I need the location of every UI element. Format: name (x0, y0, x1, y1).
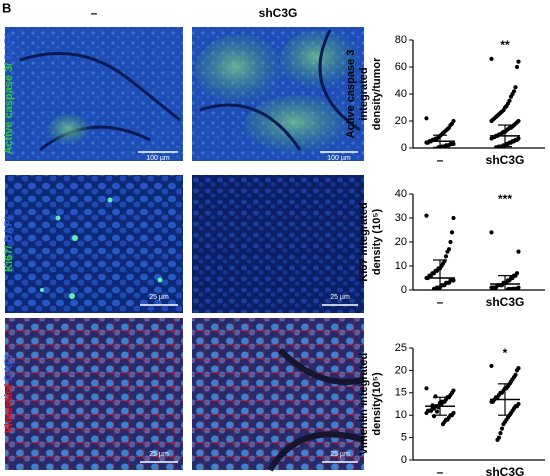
data-point (424, 386, 429, 391)
data-point (443, 254, 449, 259)
data-point (516, 249, 521, 254)
row-label: Active caspase 3/ DAPI (3, 33, 15, 154)
data-point (513, 85, 518, 90)
y-tick-label: 20 (395, 364, 407, 376)
data-point (489, 56, 494, 62)
significance: ** (500, 38, 510, 52)
data-point (489, 230, 494, 235)
data-point (489, 363, 494, 369)
micrographs (5, 27, 365, 472)
x-tick-label: – (437, 295, 444, 309)
column-header: – (91, 6, 98, 20)
y-tick-label: 20 (395, 236, 407, 248)
data-point (451, 215, 456, 221)
y-tick-label: 60 (395, 61, 407, 73)
scale-bar-label: 100 µm (327, 155, 351, 162)
data-point (505, 287, 511, 290)
y-axis-label: Vimentin integrated (358, 353, 370, 455)
data-point (489, 399, 494, 404)
data-point (434, 409, 440, 414)
data-point (440, 422, 446, 427)
data-point (449, 230, 455, 235)
scale-bar-label: 25 µm (149, 294, 169, 301)
data-point (489, 118, 494, 124)
panel-label: B (2, 0, 11, 15)
data-point (495, 437, 500, 442)
counterstain-name: DAPI (3, 216, 15, 245)
y-axis-label: Active caspase 3 (345, 50, 357, 139)
data-point (514, 64, 520, 70)
data-point (489, 136, 494, 141)
y-tick-label: 10 (395, 260, 407, 272)
data-point (493, 145, 499, 148)
y-axis-label: density(10⁵) (371, 372, 383, 436)
micrograph (5, 175, 183, 313)
micrograph (192, 318, 364, 470)
data-point (431, 286, 437, 290)
stain-name: Active caspase 3/ (3, 63, 15, 155)
scale-bar-label: 25 µm (330, 294, 350, 301)
y-tick-label: 0 (401, 142, 407, 154)
data-point (501, 422, 506, 427)
data-point (424, 116, 429, 121)
chart: 0 10 20 30 40 Ki67 integrated density (10⁵) – sh… (358, 188, 545, 309)
y-tick-label: 10 (395, 409, 407, 421)
points (424, 213, 521, 290)
y-tick-label: 40 (395, 188, 407, 200)
column-header: shC3G (259, 6, 298, 20)
x-tick-label: shC3G (486, 465, 525, 476)
x-tick-label: shC3G (486, 153, 525, 167)
data-point (508, 94, 514, 99)
x-tick-label: – (437, 465, 444, 476)
y-tick-label: 15 (395, 387, 407, 399)
chart: 0 20 40 60 80 Active caspase 3 integrated densi… (345, 34, 545, 167)
y-axis-label: density (10⁵) (371, 209, 383, 276)
significance: *** (498, 192, 512, 206)
data-point (514, 368, 520, 373)
scale-bar-label: 25 µm (330, 451, 350, 458)
row-label: Vimentin/ DAPI (3, 355, 15, 434)
y-tick-label: 0 (401, 284, 407, 296)
y-axis-label: Ki67 integrated (358, 202, 370, 281)
points (424, 56, 521, 148)
data-point (424, 410, 429, 416)
y-tick-label: 30 (395, 212, 407, 224)
data-point (489, 285, 494, 290)
y-tick-label: 40 (395, 88, 407, 100)
data-point (448, 239, 453, 245)
data-point (516, 59, 521, 64)
y-tick-label: 25 (395, 342, 407, 354)
stain-name: Vimentin/ (3, 384, 15, 433)
x-tick-label: – (437, 153, 444, 167)
micrograph (5, 318, 183, 470)
data-point (499, 426, 505, 431)
row-label: Ki67/ DAPI (3, 216, 15, 272)
chart: 0 5 10 15 20 25 Vimentin integrated density(10⁵… (358, 342, 545, 476)
micrograph (192, 175, 364, 313)
data-point (445, 249, 450, 254)
y-tick-label: 0 (401, 454, 407, 466)
points (424, 363, 521, 442)
y-tick-label: 20 (395, 115, 407, 127)
counterstain-name: DAPI (3, 33, 15, 62)
counterstain-name: DAPI (3, 355, 15, 384)
x-tick-label: shC3G (486, 295, 525, 309)
y-tick-label: 5 (401, 432, 407, 444)
y-tick-label: 80 (395, 34, 407, 46)
data-point (424, 213, 429, 218)
significance: * (503, 346, 508, 360)
scale-bar-label: 100 µm (146, 155, 170, 162)
micrograph (5, 27, 183, 161)
scale-bar-label: 25 µm (149, 451, 169, 458)
data-point (498, 431, 503, 436)
stain-name: Ki67/ (3, 246, 15, 272)
y-axis-label: density/tumor (371, 57, 383, 130)
y-axis-label: integrated (358, 67, 370, 120)
